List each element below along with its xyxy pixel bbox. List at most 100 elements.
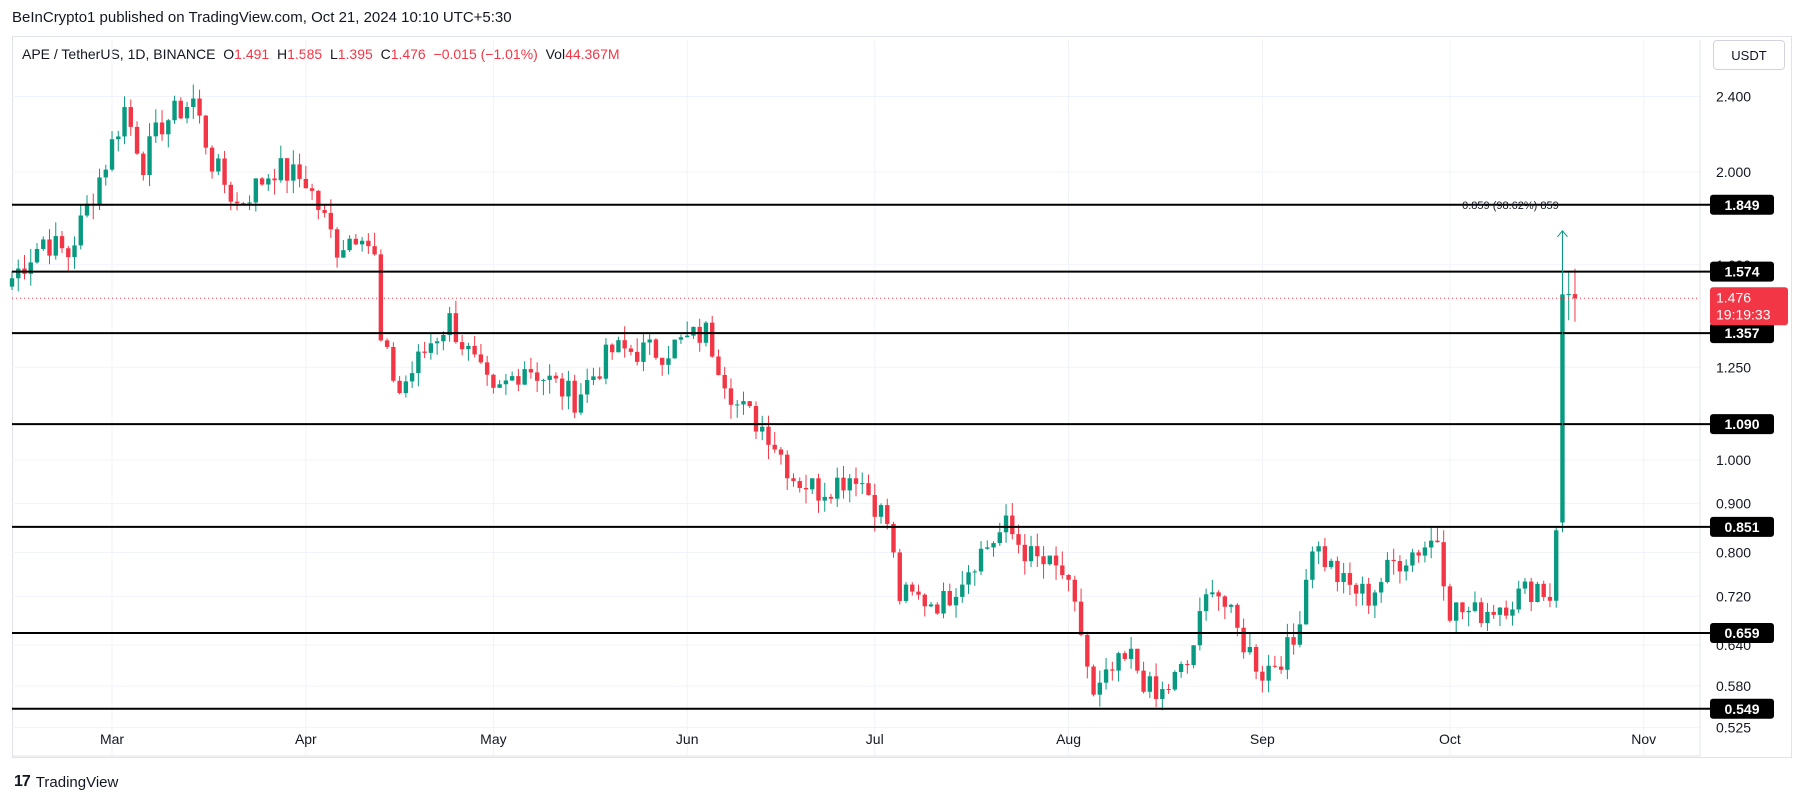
- tradingview-logo-icon: 17: [14, 773, 31, 790]
- x-tick-label: Aug: [1056, 731, 1081, 747]
- currency-button[interactable]: USDT: [1713, 40, 1785, 70]
- candle-body: [191, 98, 196, 107]
- candle-body: [1497, 607, 1503, 615]
- candle-body: [134, 126, 140, 154]
- candle-body: [1328, 560, 1334, 568]
- y-tick-label: 0.900: [1716, 496, 1751, 512]
- chart-frame: [12, 36, 1792, 758]
- candle-body: [985, 547, 990, 549]
- candle-body: [1366, 583, 1371, 606]
- candle-body: [660, 357, 665, 365]
- candle-body: [509, 376, 515, 381]
- candle-body: [1472, 602, 1478, 611]
- candle-body: [653, 339, 659, 358]
- candle-body: [1303, 579, 1309, 625]
- candle-body: [222, 158, 227, 185]
- x-tick-label: Nov: [1631, 731, 1656, 747]
- candle-body: [547, 375, 552, 380]
- candle-body: [666, 358, 671, 365]
- level-badge: [1710, 194, 1774, 215]
- candle-body: [328, 212, 334, 230]
- candle-body: [1316, 546, 1321, 552]
- candle-body: [159, 122, 165, 135]
- candle-body: [1491, 611, 1496, 615]
- candle-body: [1447, 586, 1453, 621]
- candle-body: [1160, 689, 1165, 699]
- candle-body: [59, 236, 65, 249]
- candle-body: [1435, 540, 1440, 543]
- candle-body: [828, 496, 834, 499]
- candle-body: [1047, 555, 1052, 565]
- candle-body: [209, 147, 215, 172]
- candle-body: [716, 356, 721, 376]
- candle-body: [434, 341, 440, 344]
- candle-body: [1385, 559, 1390, 583]
- candle-body: [1060, 565, 1065, 576]
- candle-body: [1116, 653, 1121, 671]
- candle-body: [103, 169, 108, 178]
- candle-body: [559, 378, 565, 397]
- candle-body: [441, 334, 446, 342]
- candle-body: [153, 122, 158, 137]
- candle-body: [228, 184, 234, 202]
- y-tick-label: 0.525: [1716, 719, 1751, 735]
- candle-body: [1403, 565, 1409, 572]
- candle-body: [466, 345, 471, 350]
- candle-body: [747, 401, 752, 407]
- candle-body: [278, 158, 284, 181]
- publisher-line: BeInCrypto1 published on TradingView.com…: [12, 9, 512, 26]
- candle-body: [1310, 551, 1315, 580]
- candle-body: [1391, 559, 1396, 562]
- y-tick-label: 1.250: [1716, 359, 1751, 375]
- candle-body: [141, 153, 146, 176]
- candle-body: [616, 340, 621, 353]
- candle-body: [584, 380, 590, 395]
- candle-body: [1078, 601, 1084, 635]
- symbol-name[interactable]: APE / TetherUS, 1D, BINANCE: [22, 46, 216, 62]
- candle-body: [634, 351, 640, 362]
- level-label: 1.090: [1724, 416, 1759, 432]
- candle-body: [1322, 546, 1328, 568]
- candle-body: [609, 344, 615, 353]
- candle-body: [1416, 552, 1421, 556]
- candle-body: [1235, 604, 1240, 628]
- candle-body: [1541, 583, 1546, 597]
- candle-body: [1178, 663, 1184, 672]
- candle-body: [178, 100, 183, 119]
- candle-body: [978, 548, 984, 572]
- candle-body: [409, 373, 415, 382]
- candle-body: [1022, 544, 1027, 562]
- candle-body: [597, 376, 602, 379]
- candle-body: [1266, 665, 1271, 681]
- candle-body: [791, 478, 796, 482]
- price-chart[interactable]: 2.4002.0001.6001.2501.0000.9000.8000.720…: [0, 0, 1804, 760]
- candle-body: [541, 379, 546, 381]
- candle-body: [291, 164, 296, 181]
- candle-body: [1441, 542, 1446, 587]
- candle-body: [866, 483, 871, 496]
- level-label: 0.659: [1724, 625, 1759, 641]
- candle-body: [1428, 540, 1434, 548]
- candle-body: [1453, 602, 1459, 621]
- current-price-badge: [1710, 287, 1788, 326]
- candle-body: [9, 278, 15, 287]
- candle-body: [1228, 604, 1234, 607]
- candle-body: [947, 590, 952, 606]
- candle-body: [853, 478, 859, 484]
- candle-body: [422, 351, 427, 353]
- candle-body: [803, 487, 809, 490]
- candle-body: [1504, 607, 1509, 616]
- candle-body: [247, 202, 252, 204]
- candle-body: [628, 348, 634, 352]
- candle-body: [916, 591, 921, 595]
- level-badge: [1710, 623, 1774, 644]
- x-tick-label: Oct: [1439, 731, 1461, 747]
- level-label: 1.849: [1724, 197, 1759, 213]
- candle-body: [234, 201, 240, 204]
- candle-body: [1247, 647, 1253, 653]
- candle-body: [928, 604, 934, 607]
- candle-body: [347, 238, 352, 251]
- candle-body: [772, 444, 777, 450]
- candle-body: [97, 177, 102, 206]
- candle-body: [1216, 592, 1221, 597]
